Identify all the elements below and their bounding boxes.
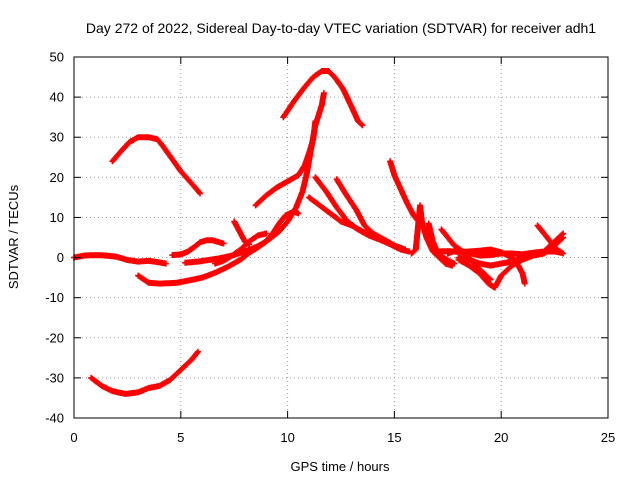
series-arc-i [252,118,319,209]
y-axis-ticks: -40 -30 -20 -10 0 10 20 30 40 50 [45,50,608,426]
series-markers [169,237,227,259]
series-arc-d [135,208,302,287]
y-tick-label: -30 [45,370,64,385]
y-tick-label: 40 [50,90,64,105]
series-arc-o [408,202,456,269]
series-arc-m [333,176,409,253]
series-arc-e [169,237,227,259]
x-tick-label: 10 [280,430,294,445]
series-markers [71,252,169,267]
x-tick-label: 0 [70,430,77,445]
series-arc-b [109,134,203,197]
series-markers [280,68,366,129]
y-tick-label: 30 [50,130,64,145]
series-markers [88,348,201,397]
data-series [71,68,567,397]
series-arc-u [534,222,567,257]
series-markers [444,246,494,283]
y-tick-label: 20 [50,170,64,185]
series-arc-a [71,252,169,267]
series-markers [333,176,409,253]
grid-lines [74,57,608,418]
plot-frame [73,56,609,419]
series-markers [534,222,567,257]
y-tick-label: -20 [45,330,64,345]
series-markers [252,118,319,209]
y-tick-label: 50 [50,50,64,65]
y-axis-label: SDTVAR / TECUs [6,184,21,289]
series-markers [135,208,302,287]
series-markers [408,202,456,269]
chart-title: Day 272 of 2022, Sidereal Day-to-day VTE… [86,20,596,36]
series-markers [109,134,203,197]
series-arc-j [280,68,366,129]
x-axis-label: GPS time / hours [291,459,390,474]
y-tick-label: -40 [45,411,64,426]
x-tick-label: 5 [177,430,184,445]
x-axis-ticks: 0 5 10 15 20 25 [70,57,615,445]
x-tick-label: 25 [601,430,615,445]
y-tick-label: -10 [45,290,64,305]
series-arc-v [444,246,494,283]
series-markers [231,218,253,248]
y-tick-label: 0 [57,250,64,265]
series-arc-c [88,348,201,397]
x-tick-label: 15 [387,430,401,445]
x-tick-label: 20 [494,430,508,445]
y-tick-label: 10 [50,210,64,225]
series-arc-h [231,218,253,248]
